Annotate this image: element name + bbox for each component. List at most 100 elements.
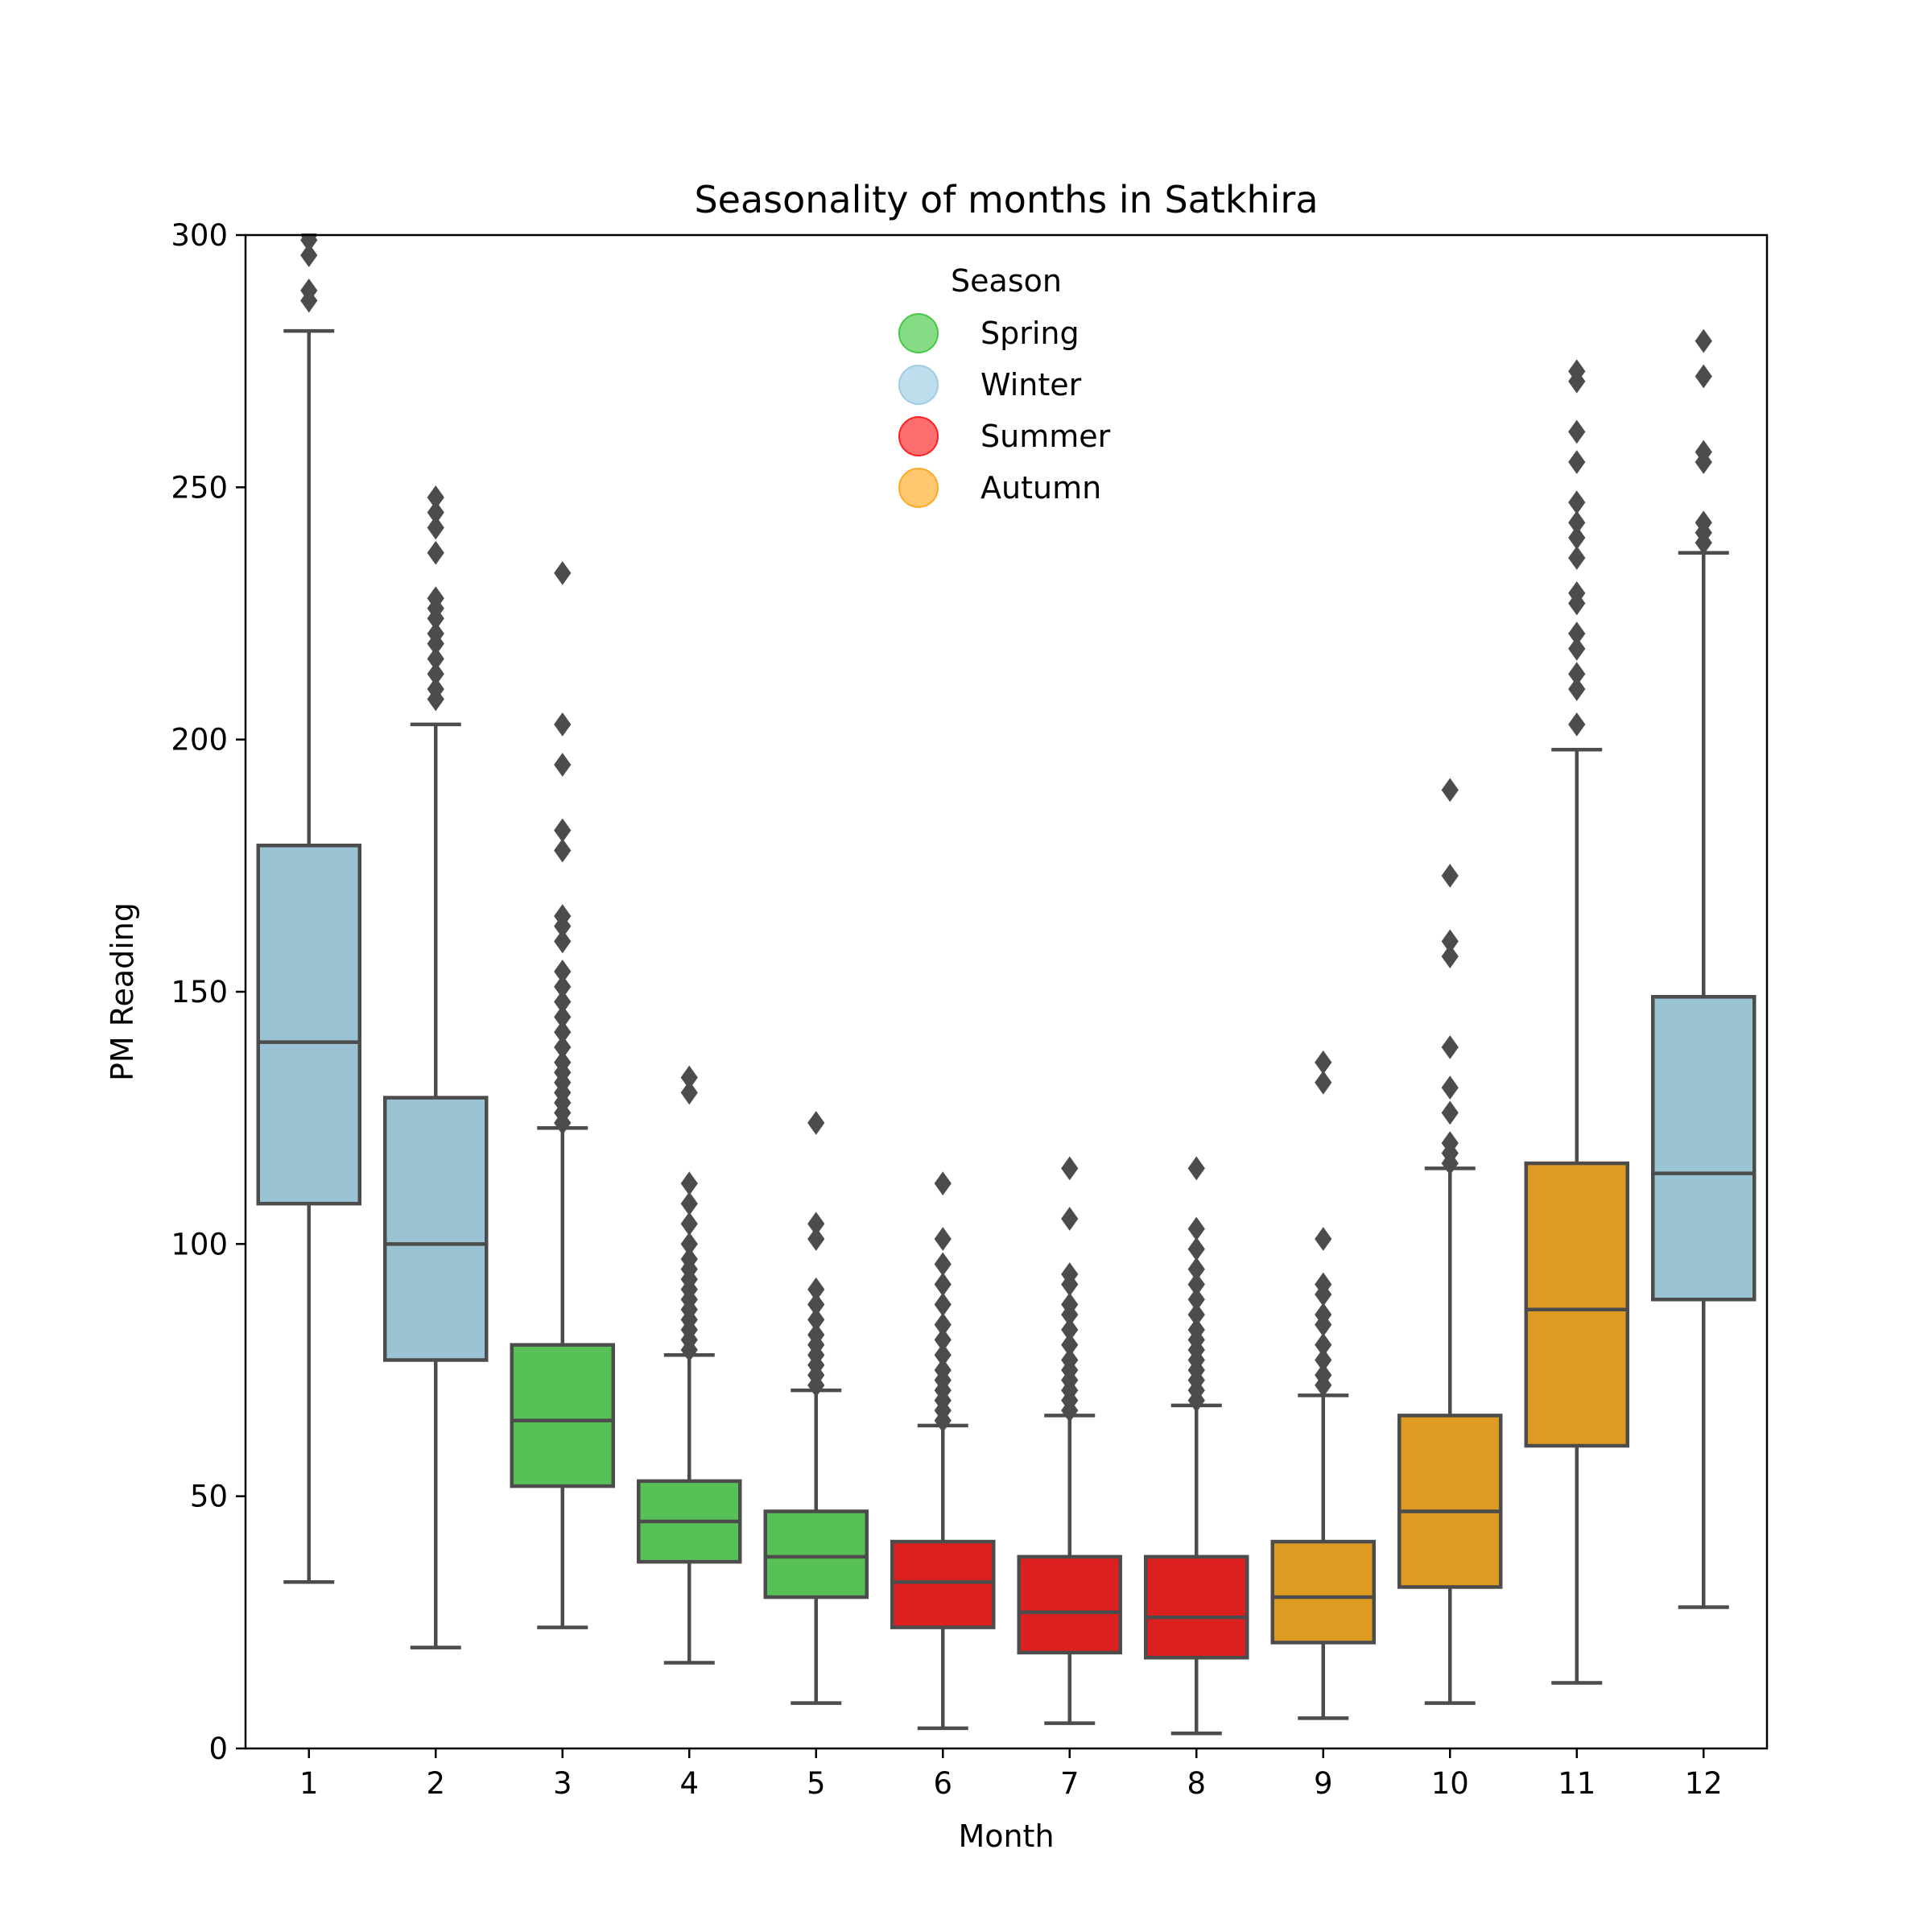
iqr-box	[1270, 1539, 1376, 1645]
outlier-point	[300, 279, 318, 303]
outlier-point	[554, 838, 572, 863]
outlier-point	[1441, 929, 1459, 954]
outlier-point	[1061, 1207, 1079, 1231]
outlier-point	[934, 1312, 952, 1337]
x-tick-label: 12	[1685, 1766, 1723, 1801]
box-month-6	[890, 1171, 996, 1731]
outlier-point	[1441, 778, 1459, 803]
outlier-point	[1568, 450, 1586, 474]
legend-label-summer: Summer	[980, 419, 1111, 454]
outlier-point	[427, 485, 444, 510]
outlier-point	[1315, 1272, 1332, 1297]
iqr-box	[510, 1343, 615, 1488]
outlier-point	[1315, 1348, 1332, 1373]
legend-marker-spring	[898, 313, 939, 353]
outlier-point	[1568, 637, 1586, 661]
x-tick-label: 3	[553, 1766, 572, 1801]
outlier-point	[427, 586, 444, 611]
box-month-4	[637, 1065, 742, 1665]
x-tick-label: 1	[299, 1766, 319, 1801]
outlier-point	[427, 677, 444, 701]
box-month-3	[510, 561, 615, 1629]
outlier-point	[1187, 1236, 1205, 1261]
iqr-box	[256, 844, 361, 1206]
outlier-point	[300, 243, 318, 267]
outlier-point	[1187, 1318, 1205, 1342]
outlier-point	[934, 1252, 952, 1277]
outlier-point	[807, 1277, 825, 1302]
y-tick-label: 0	[208, 1732, 228, 1766]
outlier-point	[1695, 328, 1712, 353]
outlier-point	[934, 1227, 952, 1251]
y-tick-label: 250	[171, 470, 228, 505]
outlier-point	[554, 753, 572, 777]
iqr-box	[890, 1539, 996, 1629]
outlier-point	[1568, 419, 1586, 444]
outlier-point	[300, 233, 318, 247]
outlier-point	[680, 1065, 698, 1090]
legend-label-spring: Spring	[980, 316, 1080, 351]
x-tick-label: 7	[1060, 1766, 1080, 1801]
outlier-point	[554, 561, 572, 585]
iqr-box	[383, 1096, 489, 1362]
outlier-point	[1695, 510, 1712, 535]
legend-label-winter: Winter	[980, 367, 1082, 402]
outlier-point	[554, 904, 572, 928]
y-tick-label: 150	[171, 975, 228, 1009]
iqr-box	[1651, 995, 1757, 1302]
outlier-point	[934, 1327, 952, 1352]
outlier-point	[1187, 1156, 1205, 1181]
outlier-point	[807, 1292, 825, 1317]
outlier-point	[554, 989, 572, 1014]
outlier-point	[1187, 1302, 1205, 1327]
outlier-point	[554, 929, 572, 954]
legend-marker-autumn	[898, 468, 939, 508]
outlier-point	[1315, 1050, 1332, 1075]
outlier-point	[554, 960, 572, 984]
outlier-point	[1187, 1272, 1205, 1297]
outlier-point	[680, 1080, 698, 1105]
outlier-point	[1187, 1287, 1205, 1312]
outlier-point	[1568, 677, 1586, 701]
y-tick-label: 100	[171, 1227, 228, 1261]
outlier-point	[1441, 1131, 1459, 1155]
outlier-point	[1061, 1332, 1079, 1357]
outlier-point	[1695, 440, 1712, 464]
outlier-point	[1441, 1075, 1459, 1100]
outlier-point	[1315, 1332, 1332, 1357]
x-tick-label: 11	[1558, 1766, 1596, 1801]
y-axis-label: PM Reading	[105, 902, 140, 1081]
outlier-point	[934, 1292, 952, 1317]
outlier-point	[427, 621, 444, 646]
outlier-point	[680, 1212, 698, 1236]
outlier-point	[427, 646, 444, 671]
box-month-7	[1017, 1156, 1122, 1725]
outlier-point	[1187, 1257, 1205, 1282]
outlier-point	[807, 1111, 825, 1135]
outlier-point	[1061, 1318, 1079, 1342]
outlier-point	[554, 818, 572, 843]
outlier-point	[1187, 1216, 1205, 1241]
outlier-point	[1568, 490, 1586, 514]
box-month-2	[383, 485, 489, 1649]
box-month-11	[1524, 359, 1629, 1685]
box-month-1	[256, 233, 361, 1584]
outlier-point	[807, 1227, 825, 1251]
outlier-point	[1315, 1302, 1332, 1327]
x-tick-label: 6	[933, 1766, 952, 1801]
outlier-point	[427, 662, 444, 687]
y-tick-label: 50	[190, 1480, 228, 1514]
outlier-point	[427, 500, 444, 525]
outlier-point	[1441, 1035, 1459, 1059]
outlier-point	[807, 1323, 825, 1347]
x-axis: 1 2 3 4 5 6 7 8 9 10 11 12	[299, 1748, 1723, 1801]
outlier-point	[1695, 364, 1712, 389]
x-tick-label: 9	[1314, 1766, 1333, 1801]
outlier-point	[1568, 581, 1586, 605]
legend-title: Season	[951, 263, 1062, 299]
outlier-point	[1568, 662, 1586, 687]
outlier-point	[807, 1307, 825, 1332]
outlier-point	[680, 1247, 698, 1271]
outlier-point	[554, 1050, 572, 1075]
outlier-point	[1061, 1292, 1079, 1317]
